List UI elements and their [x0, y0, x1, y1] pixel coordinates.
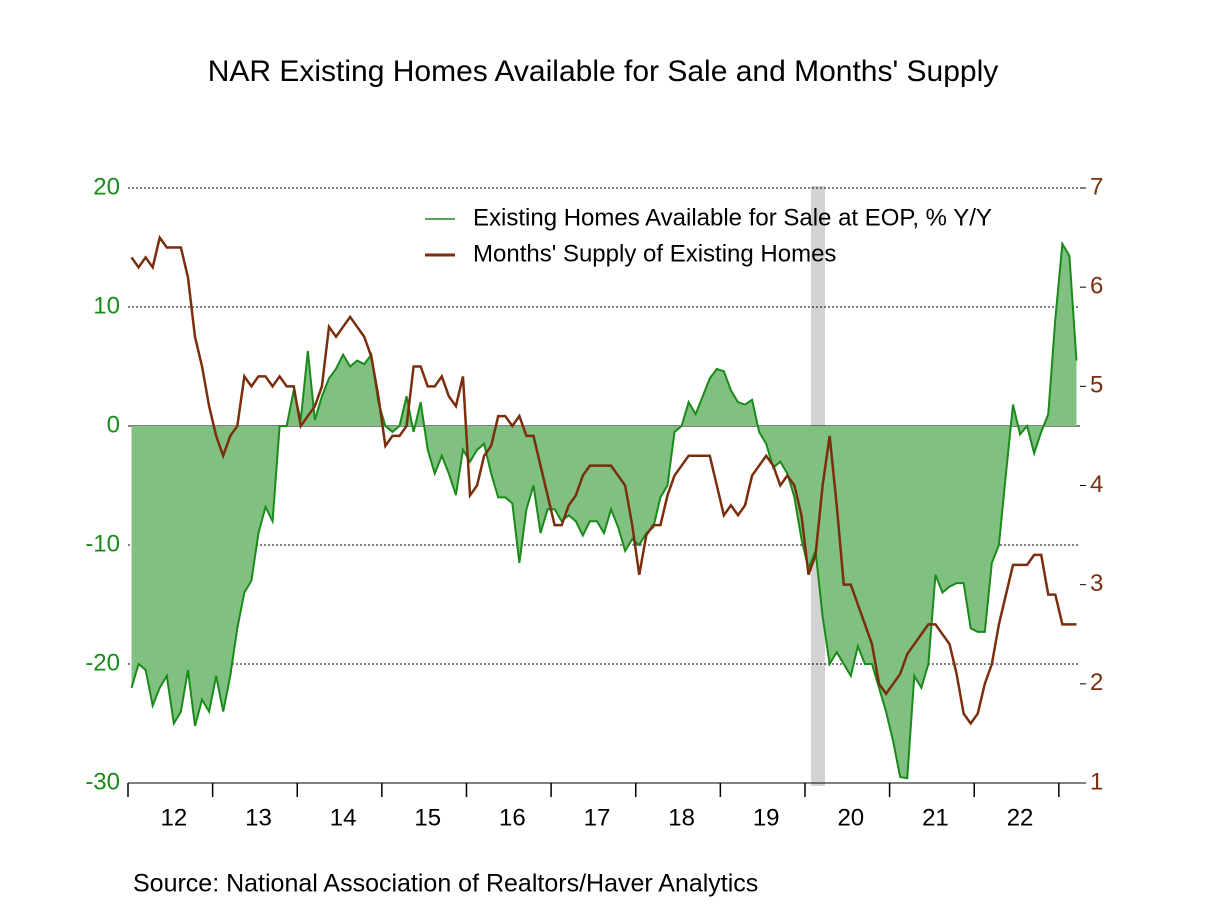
x-tick-label: 20	[837, 804, 864, 831]
y-tick-label: 10	[93, 292, 120, 319]
y2-tick-label: 4	[1090, 471, 1103, 498]
x-tick-label: 15	[414, 804, 441, 831]
legend-label: Months' Supply of Existing Homes	[473, 240, 836, 267]
y-tick-label: 20	[93, 173, 120, 200]
y2-tick-label: 2	[1090, 669, 1103, 696]
x-tick-label: 12	[160, 804, 187, 831]
x-tick-label: 18	[668, 804, 695, 831]
area-fill	[131, 243, 1077, 779]
x-tick-label: 17	[584, 804, 611, 831]
x-tick-label: 22	[1007, 804, 1034, 831]
x-tick-label: 21	[922, 804, 949, 831]
y2-tick-label: 5	[1090, 372, 1103, 399]
y2-tick-label: 7	[1090, 173, 1103, 200]
y-tick-label: -30	[85, 768, 120, 795]
legend-label: Existing Homes Available for Sale at EOP…	[473, 204, 992, 231]
y2-tick-label: 6	[1090, 273, 1103, 300]
area-line	[130, 240, 1078, 780]
line	[130, 234, 1077, 726]
y-tick-label: -10	[85, 530, 120, 557]
y2-tick-label: 3	[1090, 570, 1103, 597]
y-tick-label: -20	[85, 649, 120, 676]
x-tick-label: 14	[330, 804, 357, 831]
x-tick-label: 13	[245, 804, 272, 831]
chart-title: NAR Existing Homes Available for Sale an…	[208, 55, 999, 88]
y2-tick-label: 1	[1090, 768, 1103, 795]
x-tick-label: 19	[753, 804, 780, 831]
x-tick-label: 16	[499, 804, 526, 831]
source-note: Source: National Association of Realtors…	[133, 870, 758, 898]
y-tick-label: 0	[107, 411, 120, 438]
